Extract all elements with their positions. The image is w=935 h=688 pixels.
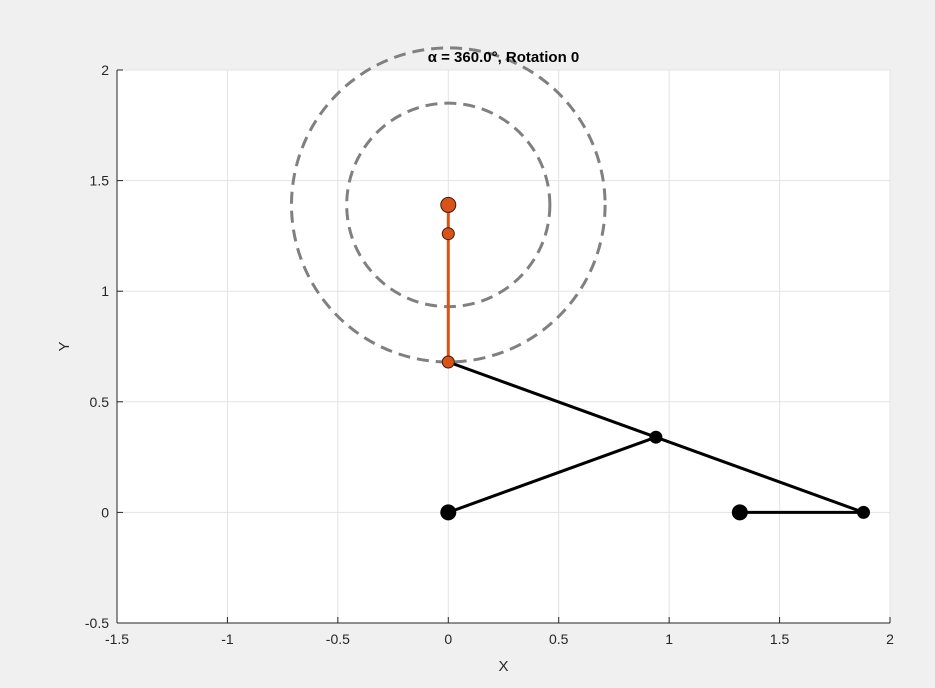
black-joint-point (649, 430, 663, 444)
y-axis-label: Y (56, 341, 73, 351)
x-tick-label: 1 (665, 631, 673, 647)
ticks: -1.5 -1 -0.5 0 0.5 1 1.5 2 -0.5 0 0.5 1 1.5 2 (85, 62, 894, 647)
black-joint-point (440, 504, 457, 521)
orange-joint-point (441, 355, 455, 369)
plot-content (289, 46, 870, 521)
x-tick-label: 0.5 (549, 631, 569, 647)
x-tick-label: 0 (444, 631, 452, 647)
black-joint-point (731, 504, 748, 521)
x-tick-label: -1 (221, 631, 234, 647)
orange-joint-point (440, 196, 457, 213)
x-tick-label: 1.5 (770, 631, 790, 647)
y-tick-label: 1.5 (90, 173, 110, 189)
x-tick-label: -1.5 (105, 631, 129, 647)
dashed-circle (289, 46, 607, 364)
x-tick-label: -0.5 (326, 631, 350, 647)
plot-area (117, 70, 890, 623)
y-tick-label: 1 (101, 283, 109, 299)
axes-frame (116, 70, 890, 624)
orange-joint-point (441, 227, 455, 241)
chart-title: α = 360.0°, Rotation 0 (428, 49, 580, 66)
x-tick-label: 2 (886, 631, 894, 647)
y-tick-label: 2 (101, 62, 109, 78)
x-axis-label: X (498, 658, 508, 675)
grid (116, 69, 891, 624)
y-tick-label: -0.5 (85, 615, 109, 631)
black-joint-point (856, 505, 870, 519)
y-tick-label: 0.5 (90, 394, 110, 410)
black-link (447, 435, 657, 514)
y-tick-label: 0 (101, 504, 109, 520)
